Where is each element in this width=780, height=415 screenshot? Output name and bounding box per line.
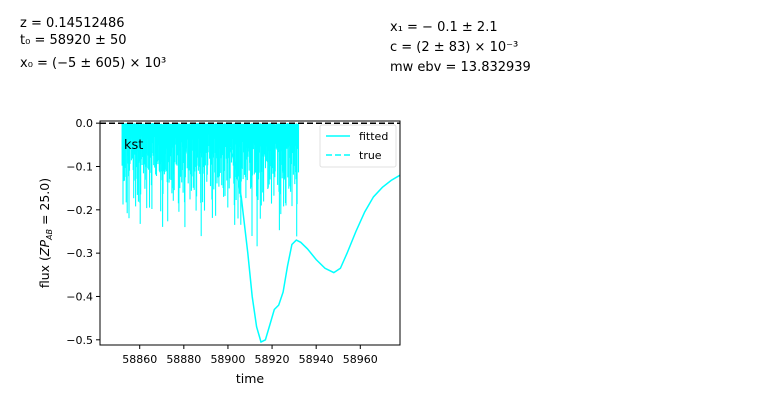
color-value: c = (2 ± 83) × 10⁻³	[390, 40, 519, 55]
t0-value: t₀ = 58920 ± 50	[20, 33, 127, 48]
x-axis-ticks: 58860 58880 58900 58920 58940 58960	[122, 345, 378, 366]
x-tick-label: 58900	[210, 353, 245, 366]
y-tick-label: −0.4	[66, 290, 93, 303]
y-tick-label: −0.3	[66, 247, 93, 260]
y-axis-ticks: 0.0 −0.1 −0.2 −0.3 −0.4 −0.5	[66, 117, 100, 347]
y-tick-label: 0.0	[76, 117, 94, 130]
x-tick-label: 58920	[255, 353, 290, 366]
x-tick-label: 58880	[166, 353, 201, 366]
series-layer	[100, 122, 401, 344]
x-tick-label: 58860	[122, 353, 157, 366]
y-tick-label: −0.2	[66, 204, 93, 217]
legend-true-label: true	[359, 149, 382, 162]
fit-parameters-left: z = 0.14512486 t₀ = 58920 ± 50 x₀ = (−5 …	[20, 14, 166, 74]
band-label: kst	[124, 138, 143, 153]
x0-value: x₀ = (−5 ± 605) × 10³	[20, 56, 167, 71]
x-axis-label: time	[236, 371, 265, 386]
x1-value: x₁ = − 0.1 ± 2.1	[390, 20, 498, 35]
mwebv-value: mw ebv = 13.832939	[390, 60, 531, 75]
series-line-fitted	[227, 140, 401, 344]
x-tick-label: 58960	[343, 353, 378, 366]
fit-parameters-right: x₁ = − 0.1 ± 2.1 c = (2 ± 83) × 10⁻³ mw …	[390, 18, 531, 78]
observation-spikes	[121, 123, 300, 247]
y-tick-label: −0.1	[66, 160, 93, 173]
y-axis-label: flux (ZPAB = 25.0)	[37, 178, 54, 288]
legend-fitted-label: fitted	[359, 130, 388, 143]
legend: fitted true	[319, 124, 397, 168]
plot-frame	[99, 120, 401, 346]
redshift-value: z = 0.14512486	[20, 16, 125, 31]
y-tick-label: −0.5	[66, 334, 93, 347]
x-tick-label: 58940	[299, 353, 334, 366]
